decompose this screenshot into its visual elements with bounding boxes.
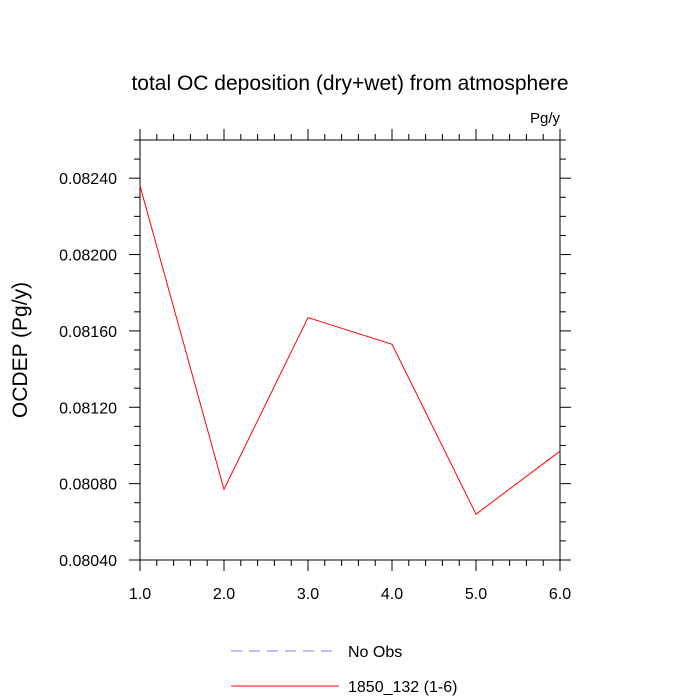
y-tick-label: 0.08160 xyxy=(59,324,117,341)
y-tick-label: 0.08080 xyxy=(59,477,117,494)
plot-frame xyxy=(139,139,561,561)
legend-label: 1850_132 (1-6) xyxy=(348,679,457,696)
axis-ticks xyxy=(129,129,571,571)
x-tick-label: 1.0 xyxy=(129,586,151,603)
y-axis-label: OCDEP (Pg/y) xyxy=(9,282,32,418)
series-line xyxy=(139,185,561,515)
x-tick-label: 4.0 xyxy=(381,586,403,603)
y-tick-label: 0.08200 xyxy=(59,248,117,265)
y-tick-label: 0.08240 xyxy=(59,171,117,188)
chart-title: total OC deposition (dry+wet) from atmos… xyxy=(131,72,568,95)
y-tick-labels: 0.08040 0.08080 0.08120 0.08160 0.08200 0.082… xyxy=(59,171,117,570)
y-tick-label: 0.08120 xyxy=(59,400,117,417)
x-tick-label: 2.0 xyxy=(213,586,235,603)
x-tick-label: 5.0 xyxy=(465,586,487,603)
y-tick-label: 0.08040 xyxy=(59,553,117,570)
legend-label: No Obs xyxy=(348,644,402,661)
x-tick-label: 6.0 xyxy=(549,586,571,603)
units-label: Pg/y xyxy=(530,110,561,127)
series-lines xyxy=(139,185,561,515)
legend: No Obs 1850_132 (1-6) xyxy=(231,644,457,696)
x-tick-labels: 1.0 2.0 3.0 4.0 5.0 6.0 xyxy=(129,586,571,603)
x-tick-label: 3.0 xyxy=(297,586,319,603)
